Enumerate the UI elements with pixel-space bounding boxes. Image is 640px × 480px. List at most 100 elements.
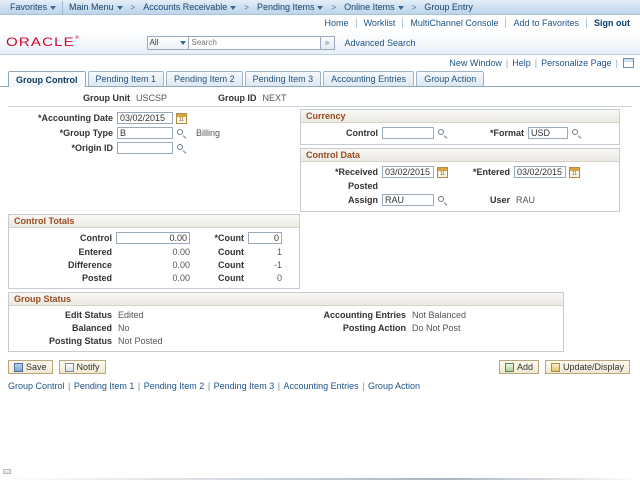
balanced-value: No (118, 323, 130, 333)
group-type-lookup-icon[interactable] (176, 128, 187, 139)
accounting-date-row: *Accounting Date (8, 112, 300, 124)
link-personalize-page[interactable]: Personalize Page (541, 58, 612, 68)
tab-pending-item-3[interactable]: Pending Item 3 (244, 71, 322, 86)
link-help[interactable]: Help (512, 58, 531, 68)
tab-pending-item-1[interactable]: Pending Item 1 (87, 71, 165, 86)
save-icon (14, 362, 23, 372)
group-control-form: Group Unit USCSP Group ID NEXT *Accounti… (0, 87, 640, 352)
footer-link-pending-item-2[interactable]: Pending Item 2 (143, 381, 205, 391)
posted-count-value: 0 (276, 273, 282, 283)
pagelinks-separator: | (615, 58, 618, 68)
assign-lookup-icon[interactable] (437, 195, 448, 206)
control-count-label: *Count (214, 233, 245, 243)
link-new-window[interactable]: New Window (449, 58, 502, 68)
accounting-entries-label: Accounting Entries (323, 310, 406, 320)
util-divider (505, 18, 507, 28)
posting-action-value: Do Not Post (412, 323, 461, 333)
registered-mark: ® (74, 35, 81, 41)
add-button[interactable]: Add (498, 360, 539, 374)
form-header-row: Group Unit USCSP Group ID NEXT (8, 93, 632, 107)
link-worklist[interactable]: Worklist (363, 18, 396, 28)
notify-button[interactable]: Notify (58, 360, 106, 374)
search-scope-select[interactable]: All (146, 35, 189, 50)
accounting-date-input[interactable] (117, 112, 173, 124)
link-home[interactable]: Home (324, 18, 349, 28)
tab-pending-item-2[interactable]: Pending Item 2 (166, 71, 243, 86)
breadcrumb-pending-items-label: Pending Items (256, 2, 315, 12)
link-add-to-favorites[interactable]: Add to Favorites (513, 18, 579, 28)
currency-section-body: Control *Format (301, 123, 619, 144)
breadcrumb-arrow-icon: > (244, 2, 249, 12)
link-multichannel-console[interactable]: MultiChannel Console (410, 18, 499, 28)
oracle-logo-text: ORACLE (6, 35, 75, 50)
footer-separator: | (275, 381, 283, 391)
breadcrumb-arrow-icon: > (411, 2, 417, 12)
breadcrumb-accounts-receivable[interactable]: Accounts Receivable (137, 2, 242, 12)
footer-link-pending-item-3[interactable]: Pending Item 3 (213, 381, 275, 391)
control-totals-section: Control Totals Control *Count Entered 0.… (8, 214, 300, 289)
notify-button-label: Notify (76, 362, 100, 372)
pagelinks-separator: | (505, 58, 509, 68)
search-form: All » (146, 35, 335, 50)
user-label: User (489, 195, 510, 205)
origin-id-input[interactable] (117, 142, 173, 154)
footer-link-group-control[interactable]: Group Control (8, 381, 65, 391)
footer-link-group-action[interactable]: Group Action (367, 381, 420, 391)
posted-row: Posted (306, 181, 614, 191)
util-divider (355, 18, 357, 28)
tab-group-action[interactable]: Group Action (416, 71, 485, 86)
util-divider (586, 18, 587, 28)
control-totals-row: Posted 0.00 Count 0 (14, 273, 294, 283)
status-bar-artifact (3, 469, 11, 474)
tab-group-control[interactable]: Group Control (8, 71, 86, 87)
add-icon (504, 362, 514, 372)
calendar-icon[interactable] (569, 166, 580, 178)
received-label: *Received (334, 167, 378, 177)
received-date-input[interactable] (382, 166, 434, 178)
control-count-input[interactable] (248, 232, 282, 244)
footer-link-pending-item-1[interactable]: Pending Item 1 (73, 381, 135, 391)
entered-date-input[interactable] (514, 166, 566, 178)
menu-item-favorites[interactable]: Favorites (4, 2, 62, 12)
entered-count-label: Count (218, 247, 244, 257)
menu-item-main-menu[interactable]: Main Menu (63, 2, 129, 12)
edit-status-value: Edited (118, 310, 144, 320)
control-totals-section-body: Control *Count Entered 0.00 Count 1 Diff… (9, 228, 299, 288)
link-advanced-search[interactable]: Advanced Search (344, 37, 416, 48)
search-go-button[interactable]: » (320, 35, 335, 50)
posted-count-label: Count (218, 273, 244, 283)
difference-count-value: -1 (273, 260, 282, 270)
currency-control-lookup-icon[interactable] (437, 128, 448, 139)
received-entered-row: *Received *Entered (306, 166, 614, 178)
breadcrumb-arrow-icon: > (130, 2, 136, 12)
top-menu-bar: Favorites Main Menu > Accounts Receivabl… (0, 0, 640, 15)
group-type-label: *Group Type (59, 128, 113, 138)
link-sign-out[interactable]: Sign out (594, 18, 630, 28)
assign-input[interactable] (382, 194, 434, 206)
currency-format-lookup-icon[interactable] (571, 128, 582, 139)
save-button[interactable]: Save (8, 360, 53, 374)
group-id-value: NEXT (262, 93, 287, 103)
control-amount-input[interactable] (116, 232, 190, 244)
control-data-section-title: Control Data (301, 149, 619, 162)
tab-accounting-entries[interactable]: Accounting Entries (323, 71, 415, 86)
edit-status-row: Edit Status Edited (14, 310, 302, 320)
menu-item-favorites-label: Favorites (10, 2, 48, 12)
control-data-section-body: *Received *Entered Posted Assign (301, 162, 619, 211)
chevron-down-icon (317, 5, 324, 10)
currency-format-input[interactable] (528, 127, 568, 139)
group-type-input[interactable] (117, 127, 173, 139)
breadcrumb-online-items[interactable]: Online Items (338, 2, 410, 12)
breadcrumb-pending-items[interactable]: Pending Items (251, 2, 330, 12)
update-display-button[interactable]: Update/Display (544, 360, 630, 374)
footer-tab-links: Group Control | Pending Item 1 | Pending… (0, 374, 640, 391)
window-bottom-edge (0, 478, 640, 480)
new-window-icon[interactable] (623, 58, 634, 68)
currency-control-input[interactable] (382, 127, 434, 139)
calendar-icon[interactable] (176, 112, 187, 124)
tab-group-control-label: Group Control (16, 75, 78, 85)
origin-id-lookup-icon[interactable] (176, 143, 187, 154)
footer-link-accounting-entries[interactable]: Accounting Entries (283, 381, 359, 391)
search-input[interactable] (188, 35, 321, 50)
calendar-icon[interactable] (437, 166, 448, 178)
